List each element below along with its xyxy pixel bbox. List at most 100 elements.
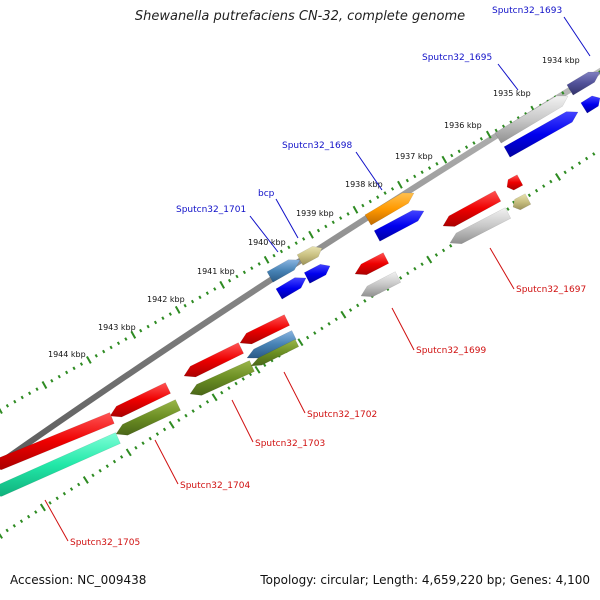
tick-mark-minor — [383, 191, 387, 195]
tick-mark-minor — [479, 137, 483, 141]
tick-mark-minor — [19, 519, 24, 524]
tick-mark-minor — [272, 253, 276, 258]
accession-text: Accession: NC_009438 — [10, 573, 147, 587]
gene-label: Sputcn32_1701 — [176, 205, 246, 215]
tick-mark-major — [340, 310, 347, 319]
tick-mark-minor — [346, 212, 350, 216]
tick-mark-minor — [65, 370, 69, 375]
tick-mark-minor — [69, 487, 74, 491]
tick-mark-minor — [213, 287, 217, 291]
tick-mark-minor — [390, 187, 395, 191]
map-title: Shewanella putrefaciens CN-32, complete … — [134, 9, 466, 24]
gene-label: Sputcn32_1693 — [492, 6, 562, 16]
gene-feature — [266, 259, 301, 283]
tick-mark-minor — [472, 141, 476, 145]
gene-feature — [449, 207, 512, 244]
gene-label-leader — [44, 499, 69, 542]
gene-feature — [115, 399, 181, 436]
tick-mark-minor — [162, 427, 167, 432]
tick-label: 1942 kbp — [147, 295, 185, 304]
tick-mark-minor — [250, 266, 254, 270]
gene-label: Sputcn32_1697 — [516, 285, 586, 295]
tick-mark-minor — [427, 166, 432, 170]
tick-mark-minor — [339, 216, 343, 220]
tick-mark-minor — [534, 188, 539, 193]
tick-mark-minor — [331, 220, 335, 225]
tick-mark-major — [263, 255, 270, 264]
tick-mark-minor — [506, 207, 510, 211]
tick-mark-major — [254, 365, 261, 374]
tick-mark-minor — [62, 491, 67, 496]
gene-label: Sputcn32_1699 — [416, 346, 486, 356]
tick-mark-minor — [324, 224, 328, 229]
gene-label: bcp — [258, 189, 275, 199]
tick-mark-minor — [302, 237, 306, 241]
gene-label-leader — [563, 16, 591, 57]
tick-mark-minor — [190, 299, 195, 304]
gene-feature — [109, 382, 171, 418]
tick-mark-minor — [363, 299, 367, 303]
tick-mark-minor — [48, 501, 52, 505]
gene-feature — [373, 210, 425, 242]
tick-mark-minor — [102, 349, 106, 354]
gene-feature — [250, 339, 300, 367]
tick-mark-minor — [287, 245, 291, 250]
gene-label: Sputcn32_1698 — [282, 141, 352, 151]
tick-mark-minor — [91, 473, 95, 478]
tick-mark-major — [130, 330, 137, 339]
tick-mark-minor — [570, 165, 574, 170]
tick-mark-minor — [139, 328, 143, 333]
topology-text: Topology: circular; Length: 4,659,220 bp… — [260, 573, 590, 587]
tick-mark-minor — [227, 386, 231, 390]
gene-label-leader — [275, 198, 299, 239]
tick-mark-minor — [457, 149, 461, 154]
tick-mark-minor — [77, 482, 81, 487]
tick-mark-minor — [527, 193, 532, 198]
tick-mark-minor — [141, 441, 145, 445]
tick-mark-minor — [435, 162, 439, 166]
gene-feature — [303, 264, 331, 284]
tick-mark-minor — [561, 91, 565, 95]
tick-mark-minor — [368, 199, 372, 204]
tick-label: 1939 kbp — [296, 209, 334, 218]
tick-mark-minor — [305, 335, 310, 340]
tick-mark-minor — [405, 178, 409, 183]
tick-mark-minor — [361, 203, 365, 208]
tick-mark-minor — [105, 464, 109, 468]
gene-feature — [354, 252, 390, 275]
tick-mark-minor — [134, 445, 138, 450]
gene-feature — [0, 412, 115, 471]
tick-mark-minor — [112, 459, 117, 464]
tick-mark-minor — [183, 303, 187, 308]
tick-mark-major — [41, 380, 48, 389]
gene-label: Sputcn32_1704 — [180, 481, 250, 491]
gene-feature — [512, 193, 532, 211]
tick-mark-minor — [98, 468, 102, 473]
gene-label-leader — [489, 247, 515, 290]
tick-mark-minor — [316, 228, 321, 233]
gene-label: Sputcn32_1705 — [70, 538, 140, 548]
gene-feature — [442, 190, 502, 227]
tick-mark-major — [555, 173, 562, 181]
gene-label-leader — [391, 307, 415, 351]
tick-mark-minor — [413, 174, 417, 179]
tick-mark-minor — [279, 249, 284, 254]
tick-mark-minor — [406, 271, 410, 276]
tick-mark-minor — [413, 266, 417, 271]
gene-label-leader — [283, 371, 306, 414]
tick-mark-minor — [161, 316, 165, 321]
tick-mark-major — [308, 230, 314, 239]
tick-mark-minor — [79, 362, 84, 366]
tick-mark-minor — [5, 404, 10, 408]
tick-label: 1935 kbp — [493, 89, 531, 98]
gene-feature — [275, 277, 307, 300]
tick-mark-minor — [313, 331, 317, 335]
tick-mark-minor — [227, 278, 232, 283]
tick-mark-minor — [294, 241, 298, 245]
tick-mark-minor — [20, 395, 24, 400]
gene-feature — [503, 111, 579, 158]
tick-mark-minor — [592, 152, 596, 156]
tick-mark-minor — [549, 179, 553, 184]
tick-mark-minor — [57, 374, 61, 379]
